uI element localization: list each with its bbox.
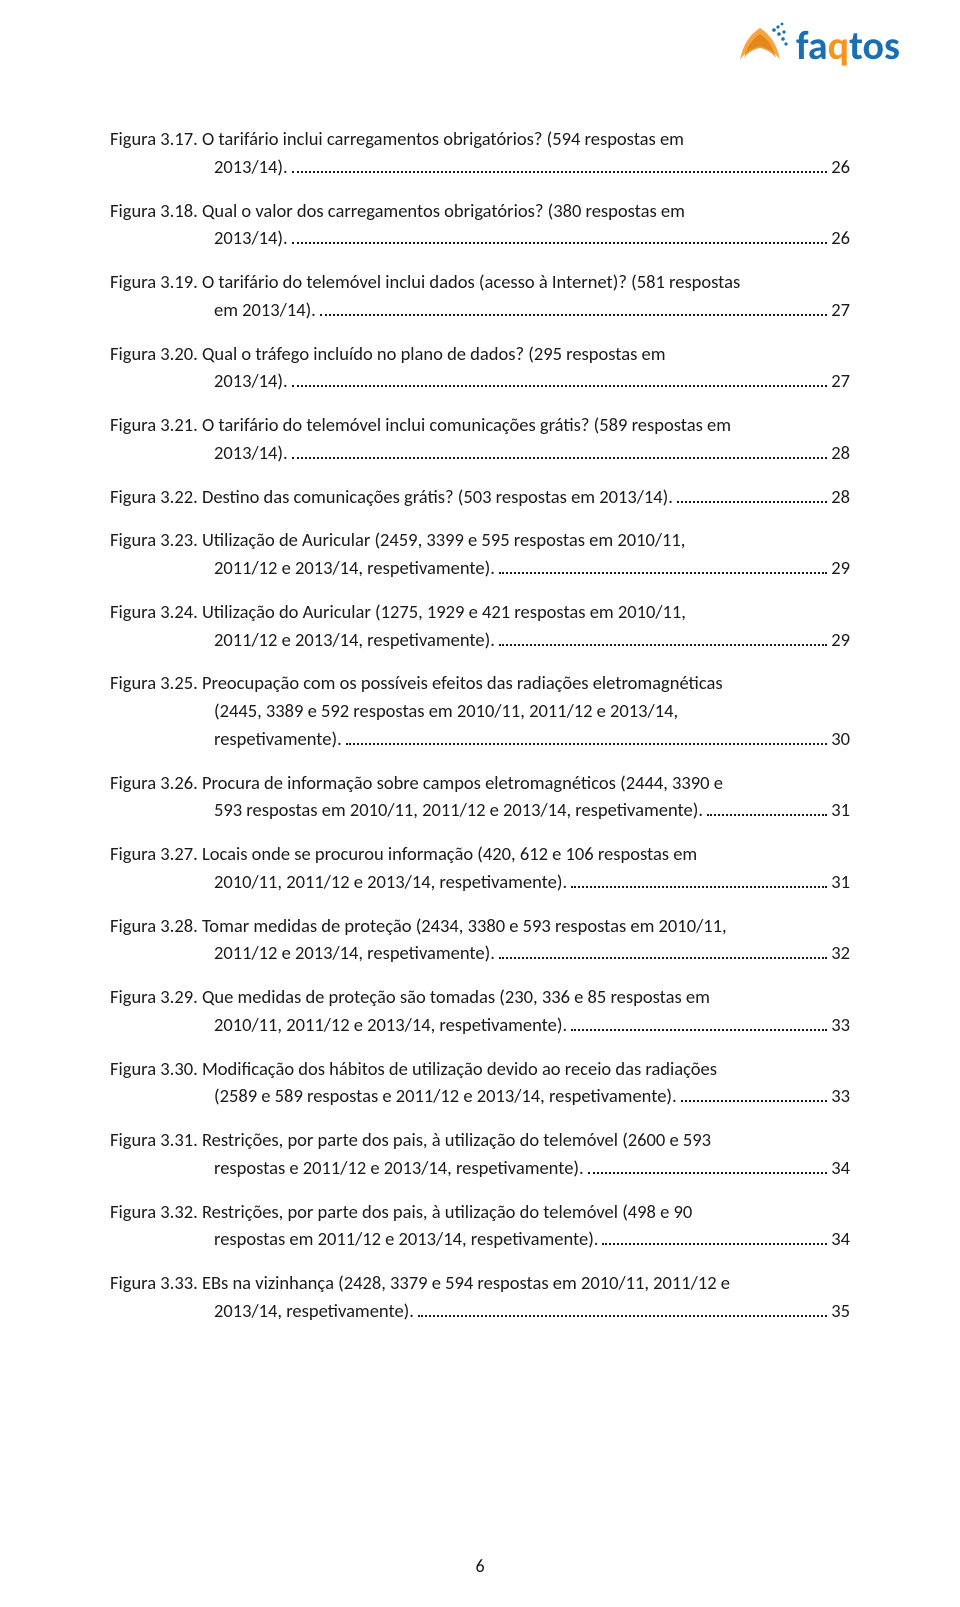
toc-entry-text: Figura 3.29. Que medidas de proteção são… (110, 983, 850, 1011)
toc-entry-page: 29 (831, 554, 850, 582)
toc-leader-dots (292, 371, 828, 388)
logo-text-fa: fa (796, 21, 828, 70)
toc-entry: Figura 3.26. Procura de informação sobre… (110, 769, 850, 825)
toc-entry-text: Figura 3.30. Modificação dos hábitos de … (110, 1055, 850, 1083)
toc-entry: Figura 3.23. Utilização de Auricular (24… (110, 526, 850, 582)
toc-entry-page: 31 (831, 868, 850, 896)
toc-entry: Figura 3.25. Preocupação com os possívei… (110, 669, 850, 752)
toc-entry-text: Figura 3.33. EBs na vizinhança (2428, 33… (110, 1269, 850, 1297)
toc-entry-page: 32 (831, 939, 850, 967)
toc-entry-text: Figura 3.21. O tarifário do telemóvel in… (110, 411, 850, 439)
toc-entry-text: Figura 3.17. O tarifário inclui carregam… (110, 125, 850, 153)
toc-entry-page: 33 (831, 1082, 850, 1110)
toc-entry-text: respetivamente). (110, 725, 342, 753)
toc-entry-text: Figura 3.25. Preocupação com os possívei… (110, 669, 850, 697)
toc-entry-page: 30 (831, 725, 850, 753)
toc-entry-text: em 2013/14). (110, 296, 316, 324)
toc-entry-page: 28 (831, 483, 850, 511)
toc-entry-text: respostas em 2011/12 e 2013/14, respetiv… (110, 1225, 598, 1253)
toc-entry: Figura 3.21. O tarifário do telemóvel in… (110, 411, 850, 467)
toc-entry: Figura 3.32. Restrições, por parte dos p… (110, 1198, 850, 1254)
toc-leader-dots (588, 1157, 828, 1174)
table-of-figures: Figura 3.17. O tarifário inclui carregam… (110, 125, 850, 1325)
toc-entry-text: Figura 3.20. Qual o tráfego incluído no … (110, 340, 850, 368)
toc-entry: Figura 3.31. Restrições, por parte dos p… (110, 1126, 850, 1182)
toc-entry-text: 2013/14). (110, 224, 288, 252)
toc-entry: Figura 3.28. Tomar medidas de proteção (… (110, 912, 850, 968)
toc-entry-text: 2013/14). (110, 439, 288, 467)
toc-entry-page: 33 (831, 1011, 850, 1039)
toc-leader-dots (677, 486, 827, 503)
toc-entry-text: Figura 3.18. Qual o valor dos carregamen… (110, 197, 850, 225)
page-number: 6 (475, 1555, 484, 1577)
toc-leader-dots (292, 156, 828, 173)
toc-entry-text: Figura 3.19. O tarifário do telemóvel in… (110, 268, 850, 296)
toc-leader-dots (418, 1300, 827, 1317)
toc-entry-text: Figura 3.27. Locais onde se procurou inf… (110, 840, 850, 868)
toc-entry-text: 2010/11, 2011/12 e 2013/14, respetivamen… (110, 868, 567, 896)
toc-leader-dots (571, 1014, 827, 1031)
toc-entry-text: Figura 3.23. Utilização de Auricular (24… (110, 526, 850, 554)
toc-entry-text: 593 respostas em 2010/11, 2011/12 e 2013… (110, 796, 703, 824)
toc-entry-text: 2011/12 e 2013/14, respetivamente). (110, 626, 495, 654)
toc-entry: Figura 3.20. Qual o tráfego incluído no … (110, 340, 850, 396)
toc-entry-text: Figura 3.32. Restrições, por parte dos p… (110, 1198, 850, 1226)
toc-leader-dots (292, 442, 828, 459)
toc-entry-text: Figura 3.28. Tomar medidas de proteção (… (110, 912, 850, 940)
logo-text-q: q (828, 21, 849, 70)
toc-leader-dots (707, 800, 827, 817)
toc-entry-text: respostas e 2011/12 e 2013/14, respetiva… (110, 1154, 584, 1182)
toc-entry-text: 2011/12 e 2013/14, respetivamente). (110, 939, 495, 967)
toc-entry: Figura 3.33. EBs na vizinhança (2428, 33… (110, 1269, 850, 1325)
toc-entry: Figura 3.30. Modificação dos hábitos de … (110, 1055, 850, 1111)
toc-entry: Figura 3.22. Destino das comunicações gr… (110, 483, 850, 511)
toc-entry: Figura 3.27. Locais onde se procurou inf… (110, 840, 850, 896)
toc-entry-text: 2013/14, respetivamente). (110, 1297, 414, 1325)
toc-entry-text: 2011/12 e 2013/14, respetivamente). (110, 554, 495, 582)
toc-entry-page: 26 (831, 153, 850, 181)
toc-entry-page: 35 (831, 1297, 850, 1325)
document-page: faqtos Figura 3.17. O tarifário inclui c… (0, 0, 960, 1607)
toc-entry-text: Figura 3.24. Utilização do Auricular (12… (110, 598, 850, 626)
brand-logo: faqtos (730, 20, 900, 72)
toc-entry-text: 2013/14). (110, 153, 288, 181)
toc-entry-text: Figura 3.22. Destino das comunicações gr… (110, 483, 673, 511)
toc-leader-dots (292, 228, 828, 245)
toc-leader-dots (346, 728, 827, 745)
toc-entry: Figura 3.19. O tarifário do telemóvel in… (110, 268, 850, 324)
toc-entry: Figura 3.29. Que medidas de proteção são… (110, 983, 850, 1039)
toc-entry-text: Figura 3.31. Restrições, por parte dos p… (110, 1126, 850, 1154)
toc-entry: Figura 3.18. Qual o valor dos carregamen… (110, 197, 850, 253)
logo-text: faqtos (796, 26, 900, 66)
toc-leader-dots (602, 1229, 827, 1246)
toc-leader-dots (499, 943, 827, 960)
toc-entry-page: 27 (831, 296, 850, 324)
toc-entry-page: 27 (831, 367, 850, 395)
toc-entry-page: 26 (831, 224, 850, 252)
toc-leader-dots (499, 557, 827, 574)
toc-entry-text: (2445, 3389 e 592 respostas em 2010/11, … (110, 697, 850, 725)
toc-entry-text: 2013/14). (110, 367, 288, 395)
toc-leader-dots (571, 871, 827, 888)
toc-entry-text: (2589 e 589 respostas e 2011/12 e 2013/1… (110, 1082, 677, 1110)
toc-leader-dots (320, 299, 827, 316)
logo-mark-icon (730, 20, 790, 72)
toc-leader-dots (681, 1086, 828, 1103)
logo-text-tos: tos (849, 21, 900, 70)
toc-entry-text: 2010/11, 2011/12 e 2013/14, respetivamen… (110, 1011, 567, 1039)
toc-entry-text: Figura 3.26. Procura de informação sobre… (110, 769, 850, 797)
toc-entry: Figura 3.17. O tarifário inclui carregam… (110, 125, 850, 181)
toc-entry: Figura 3.24. Utilização do Auricular (12… (110, 598, 850, 654)
toc-entry-page: 28 (831, 439, 850, 467)
toc-entry-page: 34 (831, 1154, 850, 1182)
toc-entry-page: 34 (831, 1225, 850, 1253)
toc-leader-dots (499, 629, 827, 646)
toc-entry-page: 29 (831, 626, 850, 654)
toc-entry-page: 31 (831, 796, 850, 824)
